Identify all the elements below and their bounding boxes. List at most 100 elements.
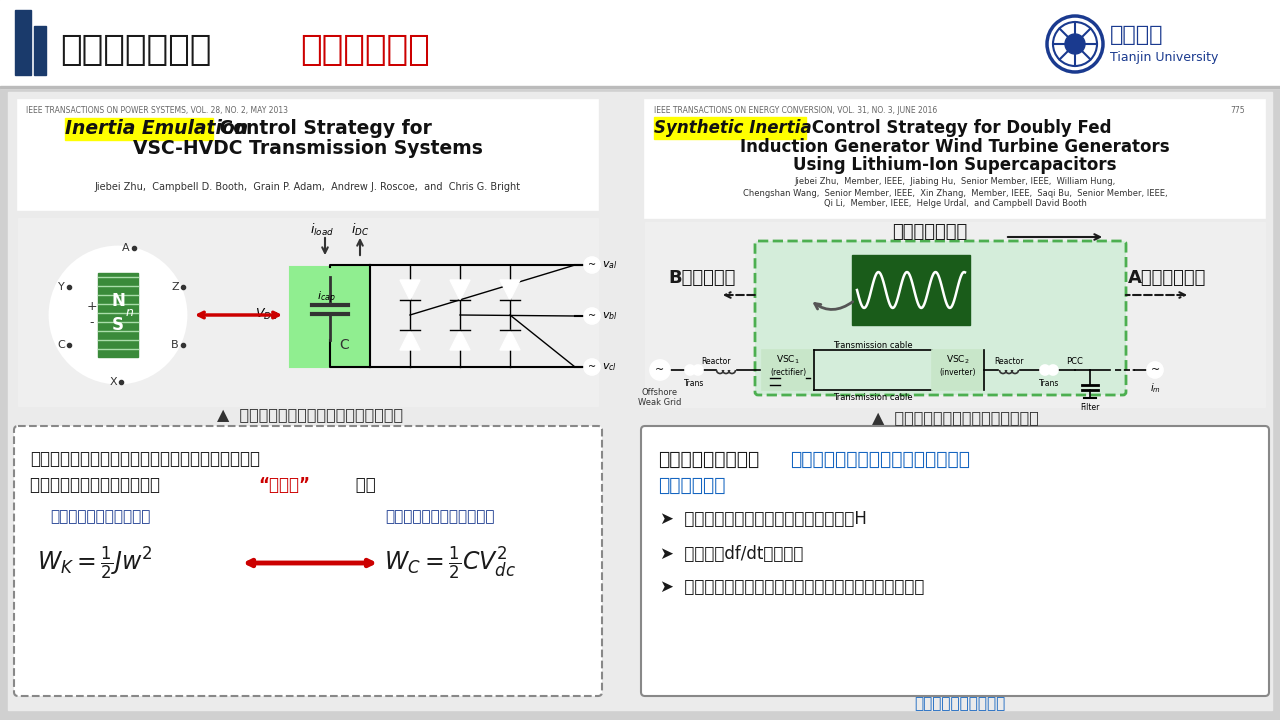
Text: Filter: Filter — [1080, 403, 1100, 413]
Text: C: C — [58, 340, 65, 350]
Text: “实质性”: “实质性” — [259, 476, 310, 494]
Text: 《电工技术学报》发布: 《电工技术学报》发布 — [914, 696, 1006, 711]
Text: 采用直流储能的惯量模拟，侧重于满足模拟惯量需要: 采用直流储能的惯量模拟，侧重于满足模拟惯量需要 — [29, 450, 260, 468]
Text: Chengshan Wang,  Senior Member, IEEE,  Xin Zhang,  Member, IEEE,  Saqi Bu,  Seni: Chengshan Wang, Senior Member, IEEE, Xin… — [742, 189, 1167, 197]
Text: 惯量模拟之二：: 惯量模拟之二： — [60, 33, 211, 67]
Circle shape — [1039, 365, 1050, 375]
Text: ➤  设计电容値可模拟任意的电机惯量常数H: ➤ 设计电容値可模拟任意的电机惯量常数H — [660, 510, 867, 528]
Bar — [645, 100, 1265, 218]
Circle shape — [685, 365, 695, 375]
Text: ➤  实质贡献惯量，而非把频率扰动从前级电网传递至后级: ➤ 实质贡献惯量，而非把频率扰动从前级电网传递至后级 — [660, 578, 924, 596]
Text: ~: ~ — [588, 362, 596, 372]
Circle shape — [1065, 34, 1085, 54]
Text: 旋转机械能（同步电机）: 旋转机械能（同步电机） — [50, 510, 150, 524]
Circle shape — [584, 359, 600, 375]
Text: Control Strategy for: Control Strategy for — [212, 120, 431, 138]
Text: $W_K = \frac{1}{2}Jw^2$: $W_K = \frac{1}{2}Jw^2$ — [37, 544, 152, 582]
Circle shape — [61, 258, 175, 372]
Text: 惯量模拟实现原理：: 惯量模拟实现原理： — [658, 450, 759, 469]
Text: +: + — [87, 300, 97, 313]
Text: B: B — [172, 340, 179, 350]
Text: (rectifier): (rectifier) — [771, 367, 806, 377]
Bar — [0, 0, 1280, 88]
Circle shape — [1147, 362, 1164, 378]
Bar — [0, 86, 1280, 88]
Text: VSC$_1$: VSC$_1$ — [776, 354, 800, 366]
Text: 电容电磁势能（电力电子）: 电容电磁势能（电力电子） — [385, 510, 495, 524]
Text: Jiebei Zhu,  Campbell D. Booth,  Grain P. Adam,  Andrew J. Roscoe,  and  Chris G: Jiebei Zhu, Campbell D. Booth, Grain P. … — [95, 182, 521, 192]
Text: $v_{al}$: $v_{al}$ — [602, 259, 617, 271]
Text: A系统频率扰动: A系统频率扰动 — [1128, 269, 1206, 287]
Text: 直流侧削弱震荡: 直流侧削弱震荡 — [892, 223, 968, 241]
Text: Offshore
Weak Grid: Offshore Weak Grid — [639, 388, 682, 408]
Text: S: S — [113, 316, 124, 334]
Text: ➤  控制不受df/dt噪声影响: ➤ 控制不受df/dt噪声影响 — [660, 545, 804, 563]
Circle shape — [650, 360, 669, 380]
Text: Induction Generator Wind Turbine Generators: Induction Generator Wind Turbine Generat… — [740, 138, 1170, 156]
Text: ▲  直流电容储能等效为同步机惯量机械能: ▲ 直流电容储能等效为同步机惯量机械能 — [216, 408, 403, 423]
Circle shape — [1048, 365, 1059, 375]
Text: IEEE TRANSACTIONS ON ENERGY CONVERSION, VOL. 31, NO. 3, JUNE 2016: IEEE TRANSACTIONS ON ENERGY CONVERSION, … — [654, 106, 937, 115]
FancyBboxPatch shape — [14, 426, 602, 696]
Polygon shape — [500, 330, 520, 350]
Bar — [18, 100, 598, 210]
FancyBboxPatch shape — [641, 426, 1268, 696]
Bar — [35, 26, 46, 75]
Bar — [291, 267, 370, 367]
Text: IEEE TRANSACTIONS ON POWER SYSTEMS, VOL. 28, NO. 2, MAY 2013: IEEE TRANSACTIONS ON POWER SYSTEMS, VOL.… — [26, 106, 288, 115]
Text: n: n — [125, 305, 134, 318]
Text: $v_{cl}$: $v_{cl}$ — [602, 361, 617, 373]
Polygon shape — [500, 280, 520, 300]
Polygon shape — [399, 330, 420, 350]
Text: 直流电容通过改变两端电压可以量化: 直流电容通过改变两端电压可以量化 — [790, 450, 970, 469]
Text: 采用直流储能: 采用直流储能 — [300, 33, 430, 67]
Text: C: C — [339, 338, 349, 352]
FancyBboxPatch shape — [755, 241, 1126, 395]
Text: ~: ~ — [588, 260, 596, 270]
Text: ~: ~ — [655, 365, 664, 375]
Text: 惯量: 惯量 — [349, 476, 376, 494]
Text: X: X — [109, 377, 116, 387]
Text: 天津大学: 天津大学 — [1110, 25, 1164, 45]
Text: $i_m$: $i_m$ — [1149, 381, 1161, 395]
Bar — [645, 222, 1265, 407]
Text: N: N — [111, 292, 125, 310]
Bar — [18, 218, 598, 406]
Circle shape — [692, 365, 703, 375]
Polygon shape — [399, 280, 420, 300]
Text: $i_{DC}$: $i_{DC}$ — [351, 222, 369, 238]
Text: (inverter): (inverter) — [940, 367, 977, 377]
Text: Reactor: Reactor — [995, 358, 1024, 366]
Text: Tianjin University: Tianjin University — [1110, 52, 1219, 65]
Text: ~: ~ — [588, 311, 596, 321]
Text: VSC-HVDC Transmission Systems: VSC-HVDC Transmission Systems — [133, 140, 483, 158]
Text: -: - — [90, 317, 95, 330]
Text: ▲  直流电容抑制交流频率振荡的机制: ▲ 直流电容抑制交流频率振荡的机制 — [872, 410, 1038, 426]
Text: Reactor: Reactor — [701, 358, 731, 366]
Text: $v_{bl}$: $v_{bl}$ — [602, 310, 618, 322]
Bar — [654, 117, 806, 139]
Circle shape — [584, 257, 600, 273]
Text: Z: Z — [172, 282, 179, 292]
Text: ~: ~ — [1151, 365, 1160, 375]
Polygon shape — [451, 280, 470, 300]
Bar — [852, 255, 970, 325]
Bar — [15, 10, 31, 75]
Text: A: A — [122, 243, 129, 253]
Text: VSC$_2$: VSC$_2$ — [946, 354, 970, 366]
Text: Control Strategy for Doubly Fed: Control Strategy for Doubly Fed — [806, 119, 1111, 137]
Circle shape — [584, 308, 600, 324]
Text: Qi Li,  Member, IEEE,  Helge Urdal,  and Campbell David Booth: Qi Li, Member, IEEE, Helge Urdal, and Ca… — [823, 199, 1087, 209]
Text: Jiebei Zhu,  Member, IEEE,  Jiabing Hu,  Senior Member, IEEE,  William Hung,: Jiebei Zhu, Member, IEEE, Jiabing Hu, Se… — [795, 178, 1116, 186]
Text: $V_{DC}$: $V_{DC}$ — [255, 307, 278, 322]
Circle shape — [50, 247, 186, 383]
Text: $i_{load}$: $i_{load}$ — [310, 222, 334, 238]
Text: Using Lithium-Ion Supercapacitors: Using Lithium-Ion Supercapacitors — [794, 156, 1116, 174]
Polygon shape — [451, 330, 470, 350]
Text: Y: Y — [58, 282, 64, 292]
Text: Inertia Emulation: Inertia Emulation — [65, 120, 248, 138]
Text: Transmission cable: Transmission cable — [833, 394, 913, 402]
Text: PCC: PCC — [1066, 358, 1083, 366]
Text: $W_C = \frac{1}{2}CV_{dc}^2$: $W_C = \frac{1}{2}CV_{dc}^2$ — [384, 544, 516, 582]
Text: B系统无影响: B系统无影响 — [668, 269, 736, 287]
